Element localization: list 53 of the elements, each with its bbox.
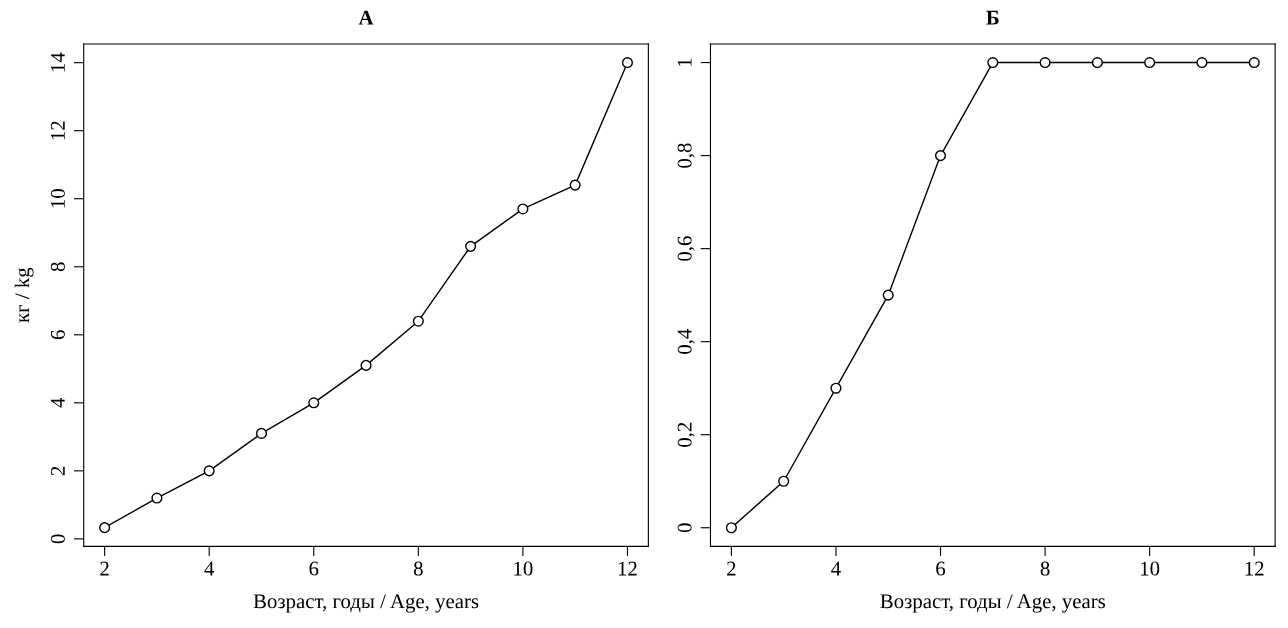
y-tick-label: 10 [50,189,65,208]
point [1248,57,1260,69]
x-tick-label: 4 [204,561,215,576]
point [1039,57,1051,69]
y-tick-label: 0,8 [677,143,695,168]
chart-title: А [358,10,374,25]
point [517,203,529,215]
point [360,359,372,371]
x-tick-label: 2 [100,561,109,576]
y-tick-label: 4 [50,397,65,408]
point [465,240,477,252]
x-tick-label: 2 [727,561,736,576]
y-tick-label: 12 [50,121,65,140]
point [882,289,894,301]
x-tick-label: 12 [618,561,637,576]
x-tick-label: 10 [1141,561,1160,576]
point [151,492,163,504]
point [1196,57,1208,69]
x-tick-label: 10 [514,561,533,576]
x-axis-title: Возраст, годы / Age, years [253,594,479,613]
point [255,427,268,439]
x-tick-label: 8 [413,561,423,576]
point [1144,57,1156,69]
y-tick-label: 0,4 [677,328,695,354]
x-tick-label: 12 [1245,561,1264,576]
point [412,315,424,327]
y-axis-title: кг / kg [14,267,34,323]
point [725,522,737,534]
point [569,179,581,191]
y-tick-label: 0,2 [677,422,695,447]
y-tick-label: 8 [50,262,65,272]
y-tick-label: 0 [50,534,65,544]
point [1091,57,1103,69]
x-tick-label: 4 [831,561,841,576]
x-tick-label: 6 [936,561,946,576]
y-tick-label: 2 [50,466,65,476]
point [934,150,947,162]
chart-title: Б [986,10,999,25]
point [778,475,790,487]
point [308,397,320,409]
point [987,57,999,69]
x-tick-label: 6 [309,561,319,576]
y-tick-label: 0 [677,523,692,533]
point [621,57,634,69]
y-tick-label: 6 [50,330,65,340]
y-tick-label: 14 [50,52,65,72]
x-axis-title: Возраст, годы / Age, years [880,594,1106,613]
point [99,522,111,534]
x-tick-label: 8 [1040,561,1050,576]
point [830,382,842,394]
point [203,465,215,477]
y-tick-label: 1 [677,58,692,66]
y-tick-label: 0,6 [677,236,695,261]
